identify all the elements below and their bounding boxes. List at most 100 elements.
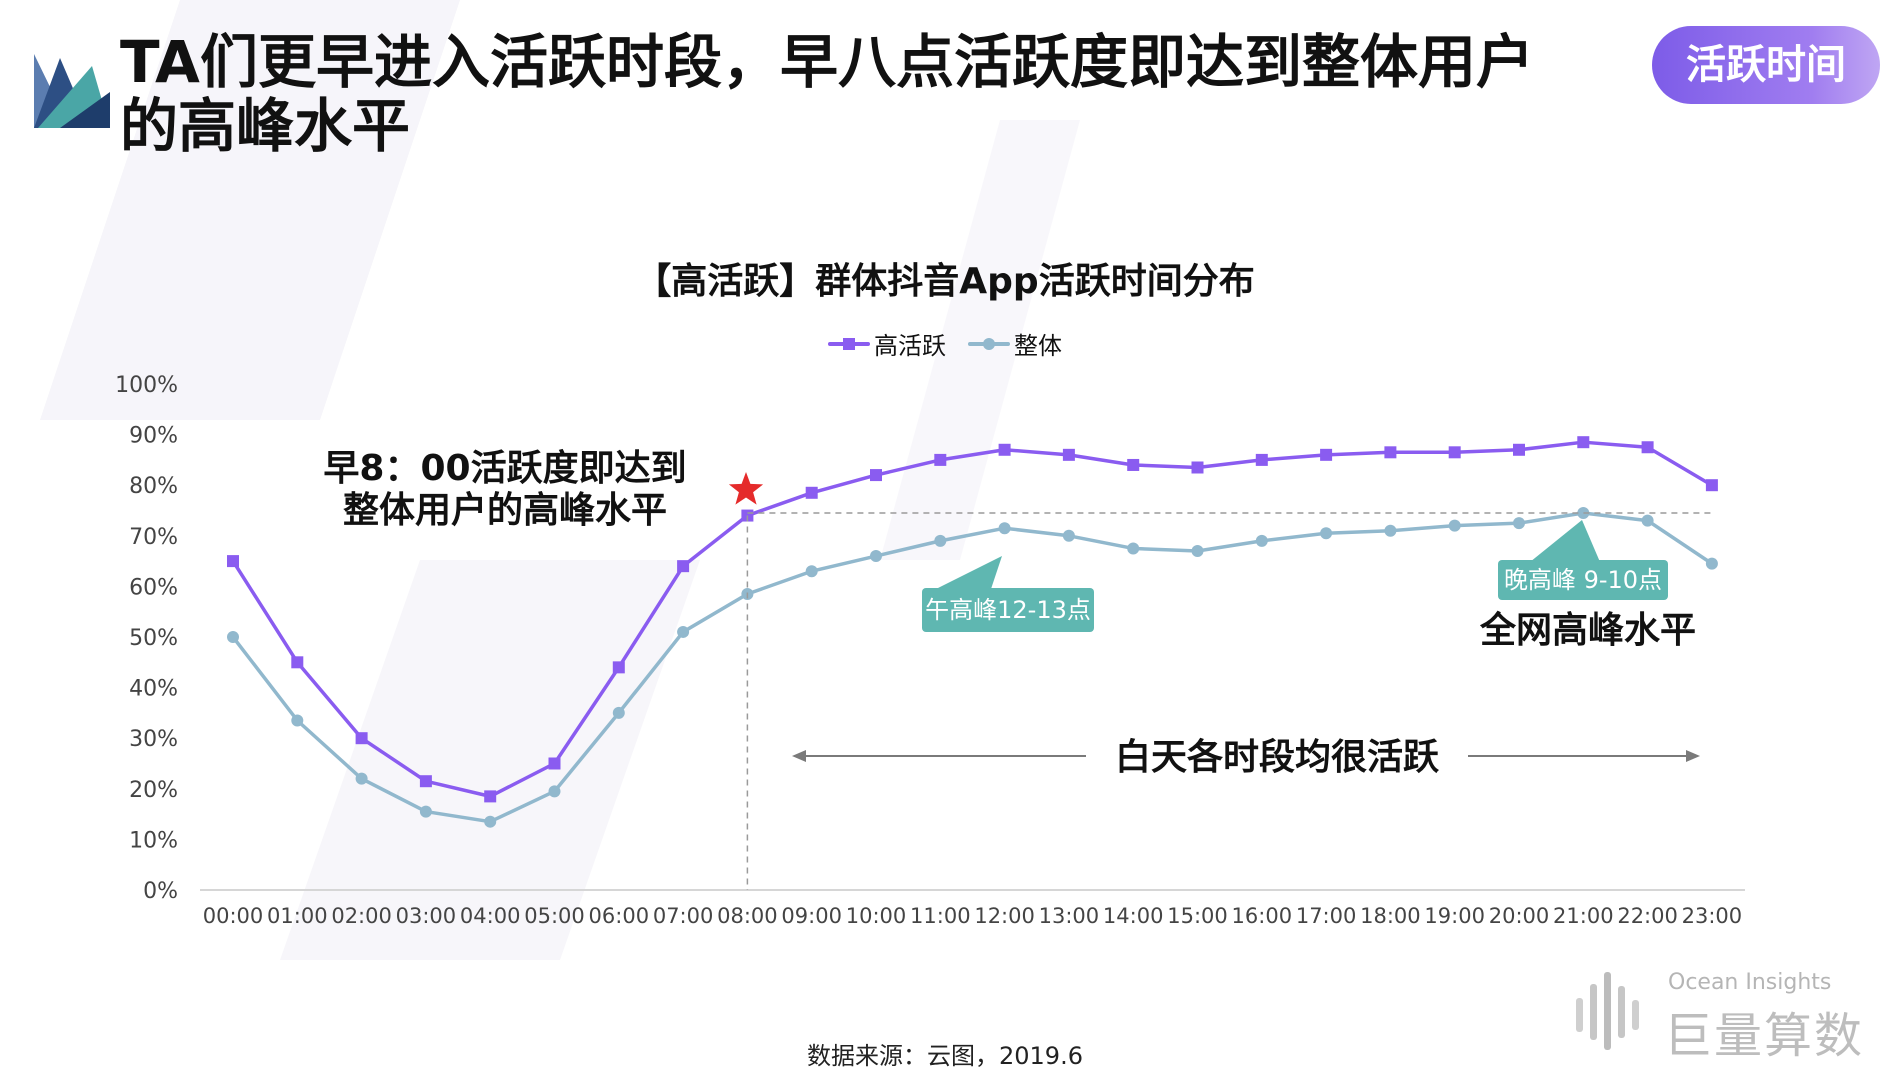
data-point-overall bbox=[355, 772, 368, 785]
data-point-high-active bbox=[484, 790, 497, 803]
callout-label-evening: 晚高峰 9-10点 bbox=[1504, 566, 1662, 594]
data-point-high-active bbox=[355, 732, 368, 745]
annotation-morning-line1: 早8：00活跃度即达到 bbox=[323, 448, 686, 489]
arrow-head-right bbox=[1686, 750, 1700, 762]
x-tick-label: 14:00 bbox=[1103, 904, 1164, 928]
x-tick-label: 20:00 bbox=[1489, 904, 1550, 928]
data-point-high-active bbox=[1384, 446, 1397, 459]
x-tick-label: 16:00 bbox=[1232, 904, 1293, 928]
data-point-overall bbox=[1127, 542, 1140, 555]
x-tick-label: 17:00 bbox=[1296, 904, 1357, 928]
star-icon bbox=[728, 472, 764, 505]
x-tick-label: 07:00 bbox=[653, 904, 714, 928]
callout-label-noon: 午高峰12-13点 bbox=[925, 596, 1091, 624]
data-point-overall bbox=[419, 805, 432, 818]
annotation-daytime: 白天各时段均很活跃 bbox=[1115, 737, 1440, 778]
data-point-overall bbox=[1705, 557, 1718, 570]
x-tick-label: 15:00 bbox=[1167, 904, 1228, 928]
x-tick-label: 06:00 bbox=[589, 904, 650, 928]
data-point-overall bbox=[1513, 517, 1525, 530]
data-point-overall bbox=[227, 631, 239, 643]
x-tick-label: 02:00 bbox=[331, 904, 392, 928]
data-point-high-active bbox=[419, 775, 432, 788]
y-tick-label: 80% bbox=[129, 474, 178, 499]
series-line-overall bbox=[231, 511, 1713, 824]
x-tick-label: 03:00 bbox=[396, 904, 457, 928]
x-tick-label: 11:00 bbox=[910, 904, 971, 928]
x-tick-label: 01:00 bbox=[267, 904, 328, 928]
data-point-high-active bbox=[1448, 446, 1461, 459]
data-point-high-active bbox=[1320, 448, 1333, 461]
series-layer bbox=[227, 436, 1718, 828]
y-tick-label: 50% bbox=[129, 626, 178, 651]
x-tick-label: 23:00 bbox=[1682, 904, 1743, 928]
x-tick-label: 19:00 bbox=[1424, 904, 1485, 928]
ocean-insights-logo-icon bbox=[1576, 972, 1639, 1050]
data-point-high-active bbox=[612, 661, 625, 674]
data-point-high-active bbox=[1191, 461, 1204, 474]
data-point-high-active bbox=[998, 443, 1011, 456]
legend-swatch-overall bbox=[968, 337, 1010, 350]
axis-layer: 0% 10% 20% 30% 40% 50% 60% 70% 80% 90% 100% 00:00 01… bbox=[115, 373, 1745, 928]
fan-logo-icon bbox=[34, 54, 110, 128]
y-tick-label: 10% bbox=[129, 828, 178, 853]
data-point-overall bbox=[870, 550, 882, 563]
y-tick-label: 20% bbox=[129, 778, 178, 803]
data-point-overall bbox=[934, 534, 947, 547]
brand-name-en: Ocean Insights bbox=[1668, 970, 1832, 995]
data-point-high-active bbox=[805, 486, 818, 499]
callout-box-noon bbox=[922, 588, 1094, 632]
legend-item-high-active: 高活跃 bbox=[828, 326, 946, 361]
data-point-high-active bbox=[1705, 479, 1718, 492]
x-tick-label: 05:00 bbox=[524, 904, 585, 928]
data-source: 数据来源：云图，2019.6 bbox=[807, 1042, 1083, 1070]
x-tick-label: 10:00 bbox=[846, 904, 907, 928]
data-point-overall bbox=[1641, 514, 1654, 527]
data-point-overall bbox=[1255, 534, 1268, 547]
data-point-overall bbox=[805, 565, 818, 578]
x-tick-label: 08:00 bbox=[717, 904, 778, 928]
series-line-high-active bbox=[231, 440, 1713, 799]
line-chart: 0% 10% 20% 30% 40% 50% 60% 70% 80% 90% 100% 00:00 01… bbox=[115, 373, 1745, 928]
data-point-overall bbox=[1577, 507, 1590, 520]
brand-name-cn: 巨量算数 bbox=[1664, 1008, 1865, 1064]
data-point-overall bbox=[548, 785, 561, 798]
data-point-overall bbox=[1384, 524, 1397, 537]
data-point-overall bbox=[677, 625, 690, 638]
x-tick-label: 09:00 bbox=[781, 904, 842, 928]
y-tick-label: 40% bbox=[129, 677, 178, 702]
data-point-high-active bbox=[227, 555, 239, 568]
y-tick-label: 70% bbox=[129, 525, 178, 550]
arrow-head-left bbox=[792, 750, 806, 762]
legend-label-high-active: 高活跃 bbox=[874, 332, 946, 360]
chart-legend: 高活跃 整体 bbox=[0, 326, 1890, 361]
data-point-high-active bbox=[1062, 448, 1075, 461]
callout-pointer-noon bbox=[930, 556, 1002, 592]
callout-box-evening bbox=[1498, 560, 1668, 600]
data-point-high-active bbox=[677, 560, 690, 573]
annotation-morning-line2: 整体用户的高峰水平 bbox=[343, 490, 667, 531]
data-point-overall bbox=[291, 714, 304, 727]
brand-logo: Ocean Insights 巨量算数 bbox=[1570, 964, 1870, 1064]
data-point-overall bbox=[1320, 527, 1333, 540]
data-point-high-active bbox=[934, 453, 947, 466]
data-point-high-active bbox=[1127, 458, 1140, 471]
chart-title: 【高活跃】群体抖音App活跃时间分布 bbox=[635, 261, 1255, 302]
x-tick-label: 00:00 bbox=[203, 904, 264, 928]
data-point-high-active bbox=[1513, 443, 1525, 456]
data-point-overall bbox=[998, 522, 1011, 535]
legend-label-overall: 整体 bbox=[1014, 332, 1062, 360]
page-title: TA们更早进入活跃时段，早八点活跃度即达到整体用户的高峰水平 bbox=[120, 28, 1534, 160]
data-point-high-active bbox=[870, 469, 882, 482]
section-badge: 活跃时间 bbox=[1652, 26, 1880, 104]
y-tick-label: 0% bbox=[143, 879, 178, 904]
y-tick-label: 90% bbox=[129, 424, 178, 449]
data-point-high-active bbox=[1577, 436, 1590, 449]
data-point-overall bbox=[1191, 544, 1204, 557]
data-point-high-active bbox=[548, 757, 561, 770]
legend-swatch-high-active bbox=[828, 337, 870, 350]
data-point-high-active bbox=[1641, 441, 1654, 454]
data-point-high-active bbox=[1255, 453, 1268, 466]
